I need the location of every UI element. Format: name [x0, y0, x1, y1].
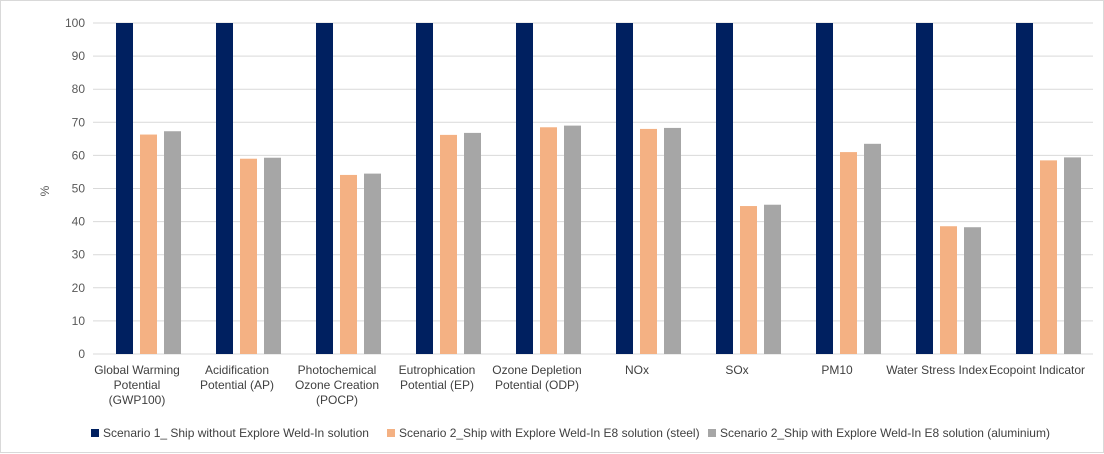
- y-tick-label: 80: [72, 82, 86, 96]
- y-tick-label: 0: [78, 347, 85, 361]
- bar: [416, 23, 433, 354]
- x-category-label: Eutrophication Potential (EP): [399, 363, 476, 392]
- bar: [916, 23, 933, 354]
- x-category-label: NOx: [625, 363, 649, 377]
- bar: [816, 23, 833, 354]
- legend-swatch: [708, 429, 716, 437]
- y-tick-label: 70: [72, 115, 86, 129]
- y-tick-label: 20: [72, 281, 86, 295]
- bar: [1016, 23, 1033, 354]
- y-tick-label: 100: [65, 16, 85, 30]
- legend-swatch: [91, 429, 99, 437]
- legend-label: Scenario 2_Ship with Explore Weld-In E8 …: [399, 426, 700, 440]
- bar: [364, 173, 381, 354]
- bar: [1040, 160, 1057, 354]
- y-axis-ticks: 0 10 20 30 40 50 60 70 80 90 100: [65, 16, 85, 361]
- bar: [464, 132, 481, 354]
- y-tick-label: 90: [72, 49, 86, 63]
- bar: [264, 157, 281, 354]
- bar: [640, 128, 657, 354]
- x-axis-labels: Global Warming Potential (GWP100) Acidifica…: [94, 363, 1085, 407]
- bar: [116, 23, 133, 354]
- bar: [540, 127, 557, 354]
- x-category-label: Photochemical Ozone Creation (POCP): [295, 363, 379, 407]
- bar: [516, 23, 533, 354]
- y-axis-label: %: [38, 185, 52, 196]
- x-category-label: Acidification Potential (AP): [200, 363, 274, 392]
- y-tick-label: 40: [72, 215, 86, 229]
- legend: Scenario 1_ Ship without Explore Weld-In…: [91, 426, 1050, 440]
- bar: [940, 226, 957, 354]
- bar: [240, 158, 257, 354]
- bars-group: [116, 23, 1081, 354]
- x-category-label: SOx: [725, 363, 748, 377]
- x-category-label: PM10: [821, 363, 853, 377]
- bar: [164, 131, 181, 354]
- bar: [740, 206, 757, 354]
- bar: [140, 134, 157, 354]
- bar: [964, 227, 981, 354]
- legend-label: Scenario 2_Ship with Explore Weld-In E8 …: [720, 426, 1050, 440]
- bar: [564, 125, 581, 354]
- legend-label: Scenario 1_ Ship without Explore Weld-In…: [103, 426, 369, 440]
- y-tick-label: 10: [72, 314, 86, 328]
- bar: [764, 204, 781, 354]
- bar: [840, 152, 857, 354]
- bar: [340, 174, 357, 354]
- bar: [616, 23, 633, 354]
- bar: [216, 23, 233, 354]
- x-category-label: Ecopoint Indicator: [989, 363, 1085, 377]
- bar: [664, 127, 681, 354]
- legend-swatch: [387, 429, 395, 437]
- bar: [1064, 157, 1081, 354]
- bar: [316, 23, 333, 354]
- bar: [864, 143, 881, 354]
- y-tick-label: 30: [72, 248, 86, 262]
- y-tick-label: 60: [72, 148, 86, 162]
- bar: [716, 23, 733, 354]
- y-tick-label: 50: [72, 182, 86, 196]
- x-category-label: Global Warming Potential (GWP100): [94, 363, 180, 407]
- bar: [440, 134, 457, 354]
- x-category-label: Water Stress Index: [886, 363, 988, 377]
- x-category-label: Ozone Depletion Potential (ODP): [492, 363, 581, 392]
